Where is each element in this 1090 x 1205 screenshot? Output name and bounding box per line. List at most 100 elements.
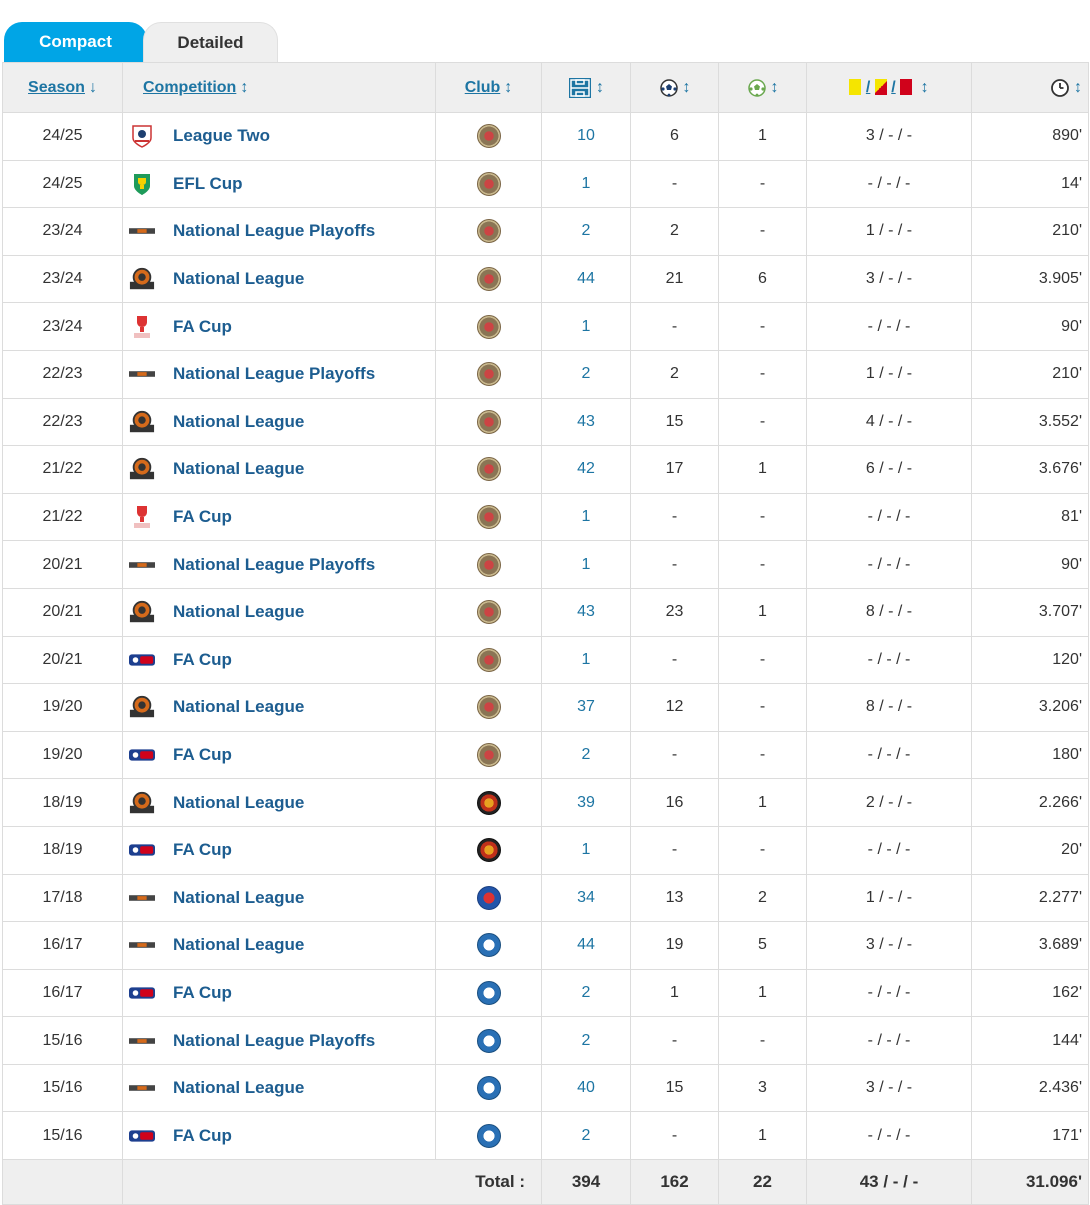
competition-link[interactable]: National League xyxy=(173,697,305,717)
competition-link[interactable]: FA Cup xyxy=(173,649,232,669)
competition-link[interactable]: National League Playoffs xyxy=(173,554,376,574)
club-crest-icon[interactable] xyxy=(476,552,501,577)
competition-logo[interactable] xyxy=(129,1078,155,1098)
header-goals[interactable]: ↕ xyxy=(630,62,719,113)
competition-logo[interactable] xyxy=(129,745,155,765)
competition-link[interactable]: National League xyxy=(173,935,305,955)
header-cards[interactable]: / / ↕ xyxy=(806,62,972,113)
competition-link[interactable]: FA Cup xyxy=(173,316,232,336)
appearances-link[interactable]: 1 xyxy=(581,841,591,859)
appearances-link[interactable]: 44 xyxy=(577,936,595,954)
header-season[interactable]: Season ↓ xyxy=(2,62,123,113)
appearances-link[interactable]: 10 xyxy=(577,127,595,145)
competition-logo[interactable] xyxy=(129,696,155,718)
club-crest-icon[interactable] xyxy=(476,838,501,863)
competition-link[interactable]: National League xyxy=(173,602,305,622)
club-crest-icon[interactable] xyxy=(476,314,501,339)
appearances-link[interactable]: 1 xyxy=(581,174,591,192)
club-crest-icon[interactable] xyxy=(476,790,501,815)
competition-logo[interactable] xyxy=(129,506,155,529)
club-crest-icon[interactable] xyxy=(476,219,501,244)
appearances-link[interactable]: 39 xyxy=(577,793,595,811)
appearances-link[interactable]: 2 xyxy=(581,222,591,240)
appearances-link[interactable]: 2 xyxy=(581,983,591,1001)
header-appearances[interactable]: ↕ xyxy=(541,62,631,113)
sort-season-link[interactable]: Season xyxy=(28,78,85,96)
tab-compact[interactable]: Compact xyxy=(4,22,147,62)
club-crest-icon[interactable] xyxy=(476,124,501,149)
club-crest-icon[interactable] xyxy=(476,505,501,530)
header-assists[interactable]: ↕ xyxy=(718,62,807,113)
appearances-link[interactable]: 37 xyxy=(577,698,595,716)
club-crest-icon[interactable] xyxy=(476,695,501,720)
appearances-link[interactable]: 40 xyxy=(577,1079,595,1097)
club-crest-icon[interactable] xyxy=(476,171,501,196)
appearances-link[interactable]: 42 xyxy=(577,460,595,478)
tab-detailed[interactable]: Detailed xyxy=(143,22,278,62)
competition-logo[interactable] xyxy=(129,935,155,955)
competition-logo[interactable] xyxy=(129,888,155,908)
competition-link[interactable]: National League xyxy=(173,792,305,812)
competition-logo[interactable] xyxy=(129,458,155,480)
competition-link[interactable]: FA Cup xyxy=(173,840,232,860)
appearances-link[interactable]: 1 xyxy=(581,650,591,668)
competition-logo[interactable] xyxy=(129,650,155,670)
club-crest-icon[interactable] xyxy=(476,647,501,672)
club-crest-icon[interactable] xyxy=(476,409,501,434)
competition-logo[interactable] xyxy=(129,1126,155,1146)
appearances-link[interactable]: 2 xyxy=(581,746,591,764)
club-crest-icon[interactable] xyxy=(476,1028,501,1053)
club-crest-icon[interactable] xyxy=(476,933,501,958)
competition-link[interactable]: National League xyxy=(173,411,305,431)
club-crest-icon[interactable] xyxy=(476,267,501,292)
club-crest-icon[interactable] xyxy=(476,362,501,387)
appearances-link[interactable]: 1 xyxy=(581,555,591,573)
competition-link[interactable]: EFL Cup xyxy=(173,173,243,193)
competition-link[interactable]: National League Playoffs xyxy=(173,1030,376,1050)
competition-link[interactable]: National League xyxy=(173,887,305,907)
appearances-link[interactable]: 1 xyxy=(581,317,591,335)
competition-logo[interactable] xyxy=(129,315,155,338)
club-crest-icon[interactable] xyxy=(476,1123,501,1148)
competition-link[interactable]: League Two xyxy=(173,126,270,146)
appearances-link[interactable]: 43 xyxy=(577,412,595,430)
club-crest-icon[interactable] xyxy=(476,600,501,625)
appearances-link[interactable]: 1 xyxy=(581,508,591,526)
sort-club-link[interactable]: Club xyxy=(464,78,501,96)
header-club[interactable]: Club ↕ xyxy=(435,62,542,113)
competition-link[interactable]: FA Cup xyxy=(173,1125,232,1145)
club-crest-icon[interactable] xyxy=(476,457,501,482)
competition-link[interactable]: National League Playoffs xyxy=(173,364,376,384)
sort-competition-link[interactable]: Competition xyxy=(143,78,237,96)
competition-logo[interactable] xyxy=(129,1031,155,1051)
competition-logo[interactable] xyxy=(129,221,155,241)
club-crest-icon[interactable] xyxy=(476,980,501,1005)
header-competition[interactable]: Competition ↕ xyxy=(122,62,436,113)
competition-link[interactable]: National League xyxy=(173,459,305,479)
competition-logo[interactable] xyxy=(129,267,155,290)
appearances-link[interactable]: 2 xyxy=(581,1031,591,1049)
competition-logo[interactable] xyxy=(129,410,155,433)
competition-logo[interactable] xyxy=(129,173,155,195)
appearances-link[interactable]: 43 xyxy=(577,603,595,621)
club-crest-icon[interactable] xyxy=(476,885,501,910)
competition-logo[interactable] xyxy=(129,840,155,860)
header-minutes[interactable]: ↕ xyxy=(971,62,1089,113)
appearances-link[interactable]: 34 xyxy=(577,888,595,906)
competition-link[interactable]: National League xyxy=(173,1078,305,1098)
competition-link[interactable]: FA Cup xyxy=(173,745,232,765)
competition-link[interactable]: National League Playoffs xyxy=(173,221,376,241)
competition-logo[interactable] xyxy=(129,791,155,813)
competition-logo[interactable] xyxy=(129,601,155,623)
competition-link[interactable]: FA Cup xyxy=(173,507,232,527)
competition-link[interactable]: FA Cup xyxy=(173,982,232,1002)
appearances-link[interactable]: 2 xyxy=(581,365,591,383)
competition-link[interactable]: National League xyxy=(173,269,305,289)
competition-logo[interactable] xyxy=(129,555,155,575)
competition-logo[interactable] xyxy=(129,983,155,1003)
competition-logo[interactable] xyxy=(129,364,155,384)
appearances-link[interactable]: 44 xyxy=(577,270,595,288)
club-crest-icon[interactable] xyxy=(476,1076,501,1101)
appearances-link[interactable]: 2 xyxy=(581,1126,591,1144)
competition-logo[interactable] xyxy=(129,125,155,149)
